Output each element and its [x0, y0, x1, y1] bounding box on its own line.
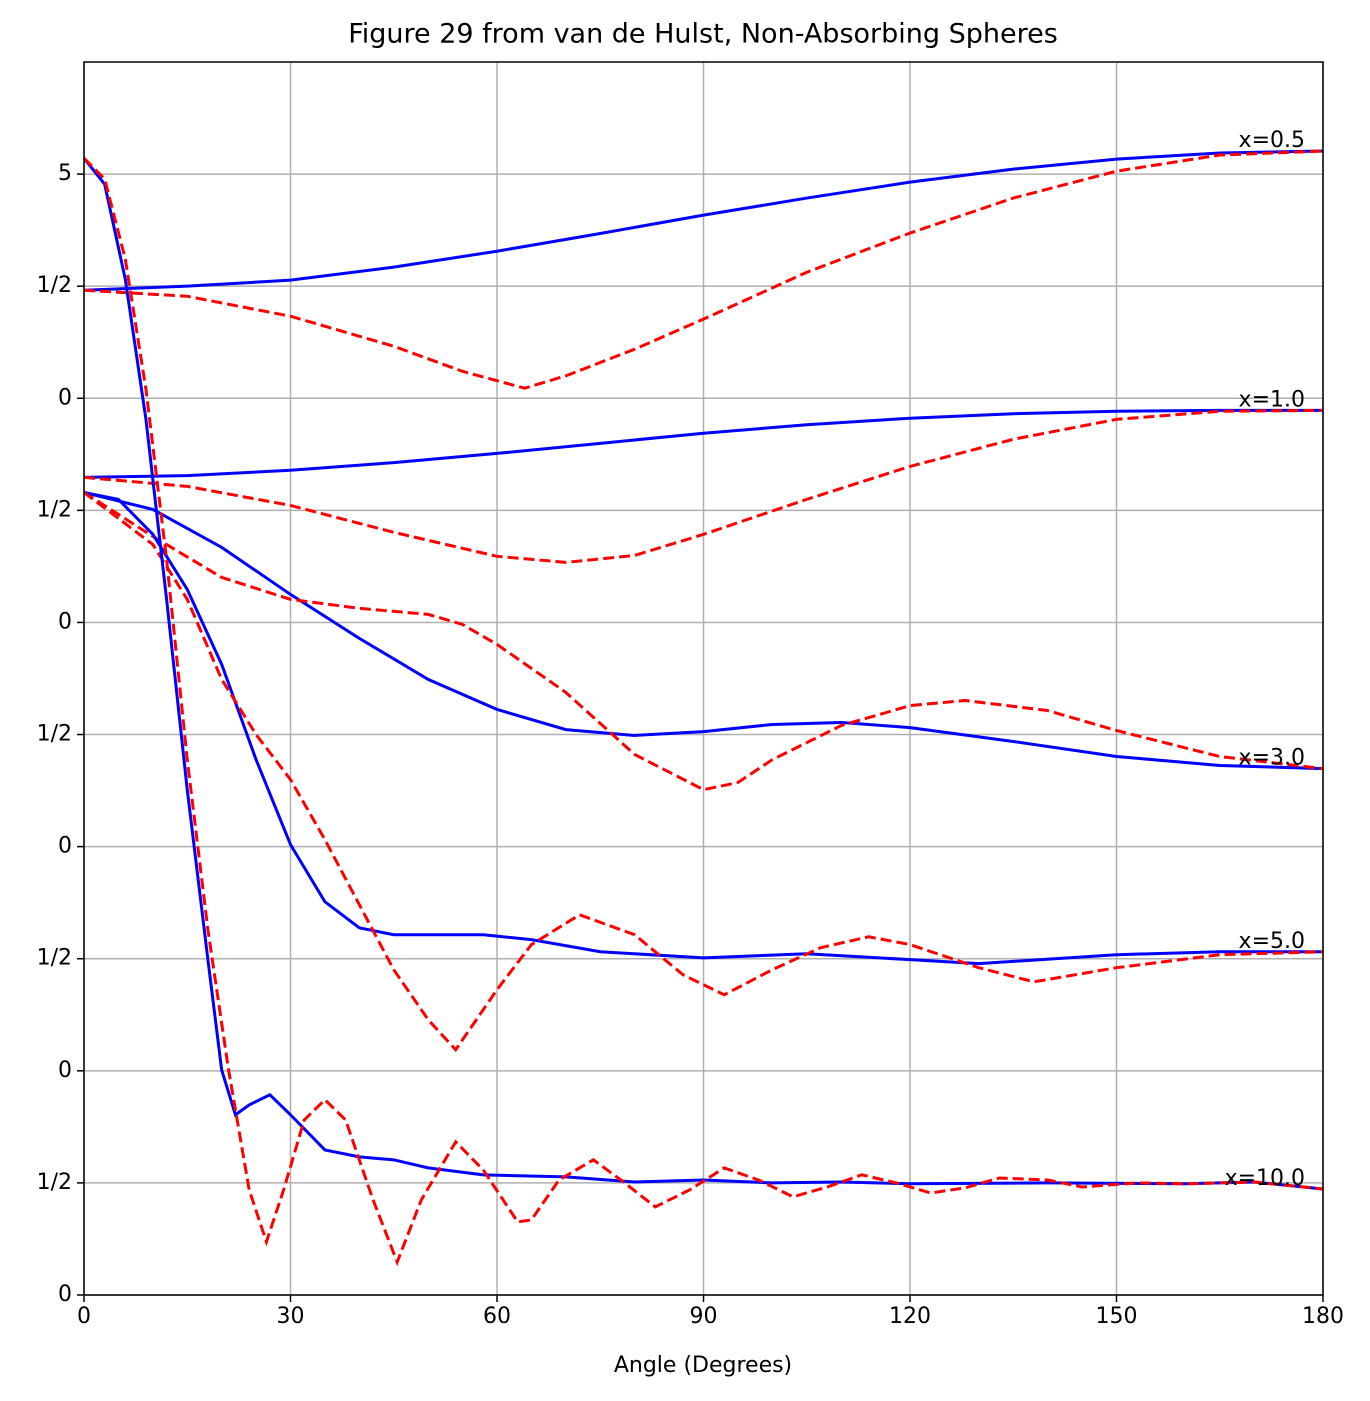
x-tick-label: 120 [889, 1304, 931, 1329]
x-tick-label: 150 [1096, 1304, 1138, 1329]
chart-title: Figure 29 from van de Hulst, Non-Absorbi… [348, 19, 1058, 50]
annotation: x=10.0 [1225, 1166, 1305, 1191]
x-tick-label: 60 [483, 1304, 511, 1329]
annotation: x=0.5 [1239, 128, 1305, 153]
y-tick-label: 1/2 [37, 497, 72, 522]
y-tick-label: 1/2 [37, 1170, 72, 1195]
y-tick-label: 5 [58, 161, 72, 186]
x-axis-label: Angle (Degrees) [614, 1353, 792, 1378]
y-tick-label: 0 [58, 609, 72, 634]
curve [83, 408, 1324, 564]
curve [83, 408, 1323, 479]
curve [83, 491, 1324, 1053]
annotation: x=5.0 [1239, 929, 1305, 954]
y-tick-label: 0 [58, 1282, 72, 1307]
plot-frame [83, 61, 1324, 1296]
curve [83, 491, 1324, 792]
y-tick-label: 1/2 [37, 946, 72, 971]
curve [83, 149, 1324, 292]
y-tick-label: 0 [58, 834, 72, 859]
curve [83, 490, 1324, 771]
y-tick-label: 1/2 [37, 273, 72, 298]
x-tick-label: 30 [277, 1304, 305, 1329]
annotation: x=3.0 [1239, 746, 1305, 771]
y-tick-label: 0 [58, 385, 72, 410]
curve [82, 157, 1324, 1267]
x-tick-label: 90 [690, 1304, 718, 1329]
y-tick-label: 1/2 [37, 722, 72, 747]
curve [83, 149, 1324, 390]
y-tick-label: 0 [58, 1058, 72, 1083]
annotation: x=1.0 [1239, 387, 1305, 412]
x-tick-label: 0 [77, 1304, 91, 1329]
x-tick-label: 180 [1302, 1304, 1344, 1329]
